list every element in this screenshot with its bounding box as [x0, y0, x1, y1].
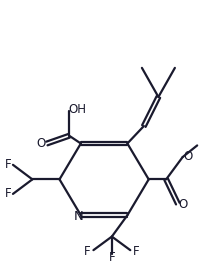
- Text: F: F: [84, 245, 91, 258]
- Text: N: N: [74, 210, 84, 223]
- Text: F: F: [109, 251, 115, 264]
- Text: OH: OH: [68, 103, 86, 116]
- Text: F: F: [5, 187, 11, 200]
- Text: O: O: [184, 150, 193, 163]
- Text: F: F: [5, 158, 11, 171]
- Text: F: F: [133, 245, 139, 258]
- Text: O: O: [37, 137, 46, 150]
- Text: O: O: [178, 198, 187, 211]
